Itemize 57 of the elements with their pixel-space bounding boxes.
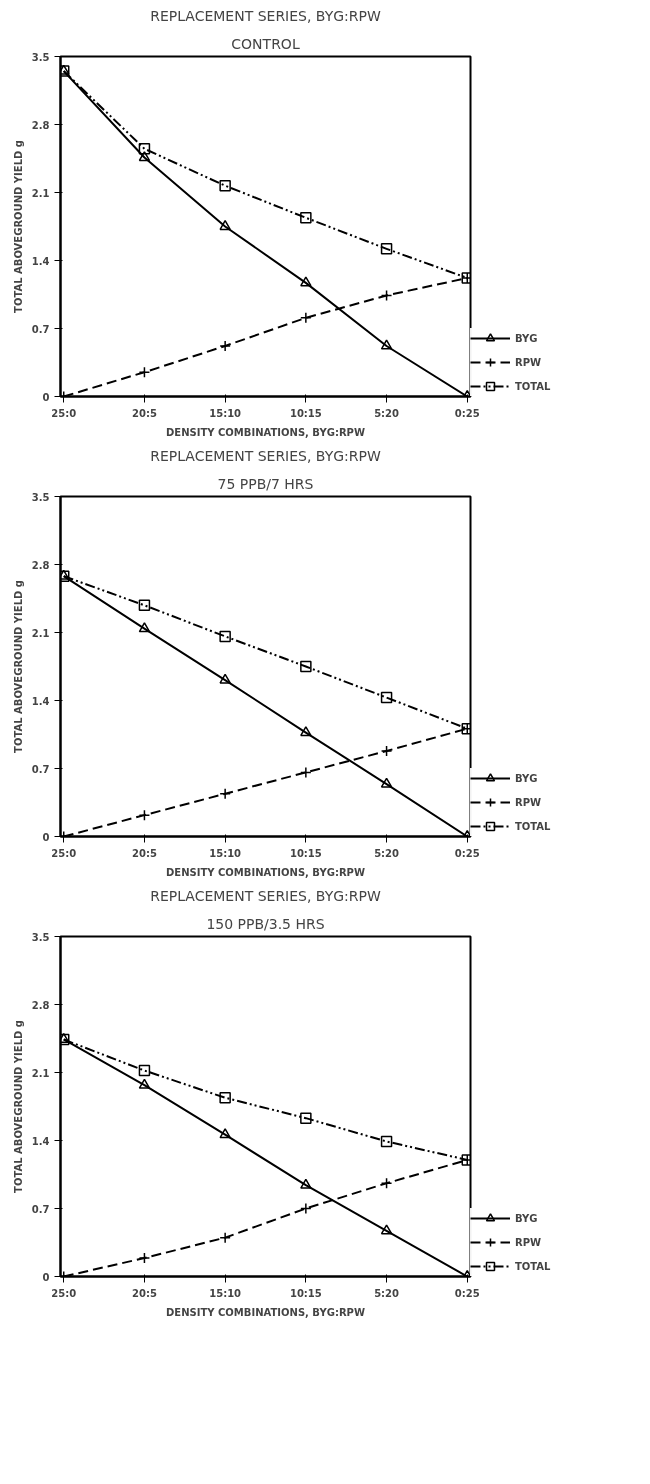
y-tick-label: 2.8 [31, 119, 50, 131]
x-axis-title: DENSITY COMBINATIONS, BYG:RPW [166, 426, 365, 438]
x-tick-label: 0:25 [454, 1287, 480, 1299]
y-tick-label: 1.4 [31, 695, 50, 707]
x-tick-label: 20:5 [132, 847, 157, 859]
legend-label: BYG [515, 332, 538, 344]
y-tick-label: 3.5 [31, 931, 50, 943]
chart-subtitle: 150 PPB/3.5 HRS [206, 915, 325, 932]
y-axis-title: TOTAL ABOVEGROUND YIELD g [12, 580, 24, 753]
y-tick-label: 2.8 [31, 999, 50, 1011]
legend-label: BYG [515, 772, 538, 784]
x-tick-label: 10:15 [289, 407, 322, 419]
x-tick-label: 0:25 [454, 407, 480, 419]
chart-title: REPLACEMENT SERIES, BYG:RPW [150, 447, 381, 464]
chart-subtitle: 75 PPB/7 HRS [217, 475, 314, 492]
x-axis-title: DENSITY COMBINATIONS, BYG:RPW [166, 866, 365, 878]
legend-label: RPW [515, 356, 542, 368]
x-tick-label: 0:25 [454, 847, 480, 859]
x-tick-label: 25:0 [51, 1287, 77, 1299]
y-axis-title: TOTAL ABOVEGROUND YIELD g [12, 140, 24, 313]
chart-title: REPLACEMENT SERIES, BYG:RPW [150, 887, 381, 904]
x-tick-label: 25:0 [51, 407, 77, 419]
x-axis-title: DENSITY COMBINATIONS, BYG:RPW [166, 1306, 365, 1318]
x-tick-label: 15:10 [209, 407, 242, 419]
legend-label: RPW [515, 1236, 542, 1248]
y-tick-label: 0.7 [31, 1203, 50, 1215]
x-tick-label: 10:15 [289, 847, 322, 859]
legend-label: TOTAL [515, 1260, 551, 1272]
y-tick-label: 0 [42, 1271, 50, 1283]
y-tick-label: 0.7 [31, 323, 50, 335]
x-tick-label: 5:20 [374, 1287, 400, 1299]
x-tick-label: 20:5 [132, 407, 157, 419]
legend-label: BYG [515, 1212, 538, 1224]
x-tick-label: 20:5 [132, 1287, 157, 1299]
legend-label: RPW [515, 796, 542, 808]
y-tick-label: 3.5 [31, 51, 50, 63]
y-tick-label: 2.1 [31, 1067, 50, 1079]
chart-title: REPLACEMENT SERIES, BYG:RPW [150, 7, 381, 24]
y-axis-title: TOTAL ABOVEGROUND YIELD g [12, 1020, 24, 1193]
x-tick-label: 15:10 [209, 1287, 242, 1299]
x-tick-label: 5:20 [374, 407, 400, 419]
legend-label: TOTAL [515, 820, 551, 832]
x-tick-label: 5:20 [374, 847, 400, 859]
y-tick-label: 3.5 [31, 491, 50, 503]
legend-label: TOTAL [515, 380, 551, 392]
y-tick-label: 1.4 [31, 255, 50, 267]
y-tick-label: 0 [42, 391, 50, 403]
y-tick-label: 0 [42, 831, 50, 843]
y-tick-label: 2.8 [31, 559, 50, 571]
y-tick-label: 0.7 [31, 763, 50, 775]
y-tick-label: 2.1 [31, 627, 50, 639]
x-tick-label: 15:10 [209, 847, 242, 859]
y-tick-label: 2.1 [31, 187, 50, 199]
x-tick-label: 10:15 [289, 1287, 322, 1299]
chart-subtitle: CONTROL [231, 35, 300, 52]
x-tick-label: 25:0 [51, 847, 77, 859]
y-tick-label: 1.4 [31, 1135, 50, 1147]
